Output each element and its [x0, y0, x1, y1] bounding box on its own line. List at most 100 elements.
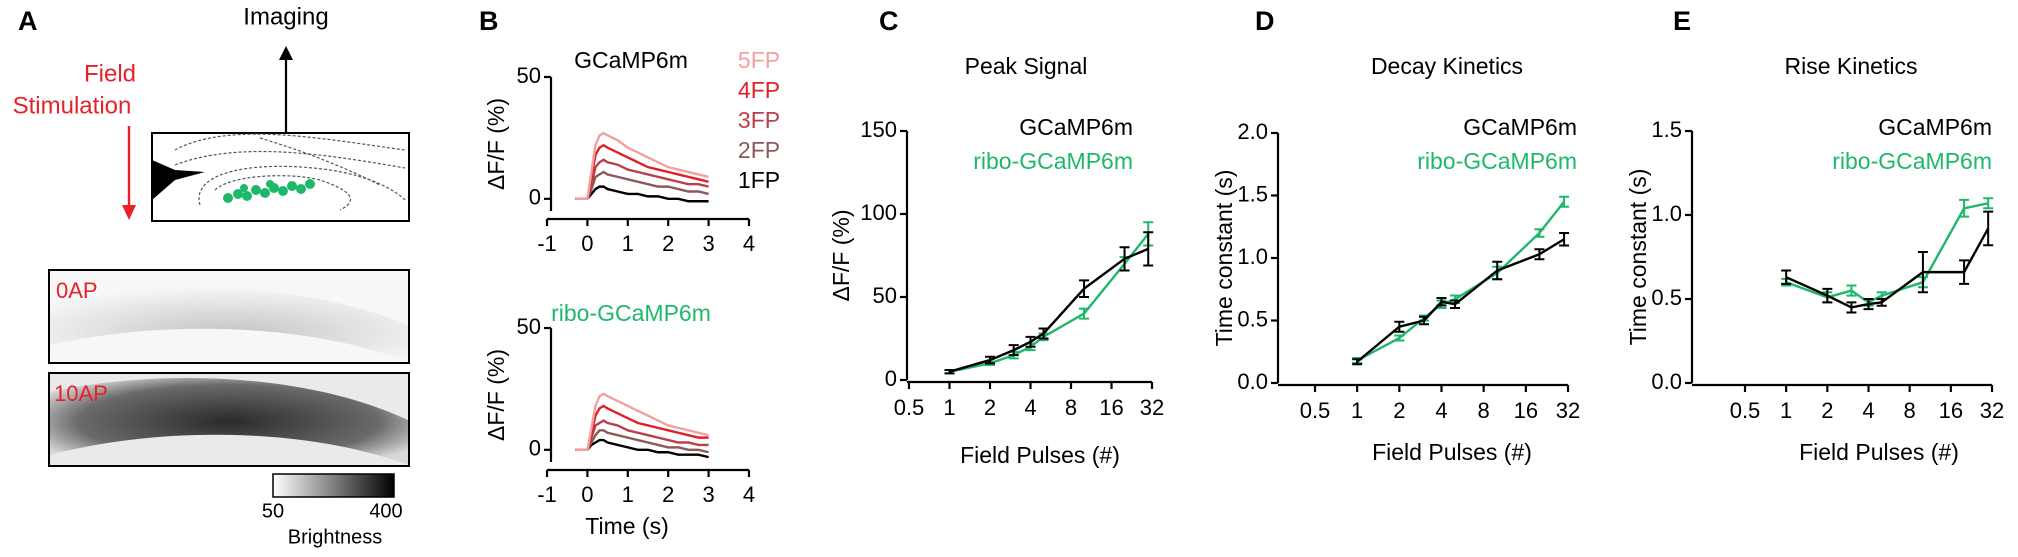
- x-tick-label: 0.5: [894, 395, 925, 420]
- y-tick-label: 0: [529, 185, 541, 210]
- x-tick-label: -1: [537, 231, 557, 256]
- legend-entry: GCaMP6m: [1019, 114, 1133, 140]
- legend-entry: GCaMP6m: [1463, 114, 1577, 140]
- panel-label: A: [18, 6, 38, 36]
- x-tick-label: 1: [1780, 398, 1792, 423]
- x-axis-label: Field Pulses (#): [1799, 439, 1959, 465]
- y-axis-label: ΔF/F (%): [483, 98, 509, 190]
- y-axis-label: ΔF/F (%): [483, 349, 509, 441]
- error-bar: [1352, 358, 1363, 366]
- y-tick-label: 1.0: [1651, 201, 1682, 226]
- error-bar: [1559, 232, 1570, 247]
- error-bar: [1119, 246, 1130, 272]
- series-line: [949, 247, 1149, 373]
- y-tick-label: 0.5: [1237, 306, 1268, 331]
- imaging-arrowhead: [279, 46, 293, 60]
- error-bar: [1394, 320, 1405, 333]
- slice-diagram: [151, 132, 410, 222]
- x-axis-label: Field Pulses (#): [1372, 439, 1532, 465]
- x-tick-label: 0.5: [1730, 398, 1761, 423]
- x-tick-label: 8: [1065, 395, 1077, 420]
- x-tick-label: 16: [1514, 398, 1538, 423]
- chart-title: Peak Signal: [965, 53, 1088, 79]
- error-bar: [1822, 287, 1833, 304]
- x-tick-label: 0.5: [1300, 398, 1331, 423]
- x-tick-label: 4: [1862, 398, 1874, 423]
- series-line: [1785, 202, 1989, 304]
- y-tick-label: 50: [517, 314, 541, 339]
- error-bar: [1559, 195, 1570, 208]
- error-bar: [1394, 334, 1405, 342]
- error-bar: [1038, 327, 1049, 340]
- error-bar: [1983, 210, 1994, 247]
- x-tick-label: 8: [1904, 398, 1916, 423]
- error-bar: [1419, 315, 1429, 326]
- legend-entry: 5FP: [738, 47, 780, 73]
- error-bar: [1079, 279, 1090, 298]
- series-line: [1356, 238, 1565, 363]
- y-tick-label: 50: [873, 283, 897, 308]
- stim-label: Stimulation: [13, 92, 132, 119]
- y-tick-label: 1.5: [1237, 181, 1268, 206]
- panel-label: C: [879, 6, 899, 36]
- error-bar: [1917, 250, 1928, 294]
- x-tick-label: 2: [662, 482, 674, 507]
- series-line: [575, 131, 709, 201]
- x-tick-label: 1: [1351, 398, 1363, 423]
- x-tick-label: 8: [1478, 398, 1490, 423]
- legend-entry: ribo-GCaMP6m: [1832, 148, 1992, 174]
- series-line: [575, 185, 709, 203]
- error-bar: [1143, 231, 1154, 267]
- x-tick-label: 0: [581, 482, 593, 507]
- error-bar: [1534, 228, 1545, 238]
- legend-entry: 2FP: [738, 137, 780, 163]
- x-tick-label: 1: [622, 231, 634, 256]
- x-tick-label: 2: [1821, 398, 1833, 423]
- series-line: [575, 392, 709, 452]
- y-tick-label: 0.0: [1237, 369, 1268, 394]
- panel-label: D: [1255, 6, 1275, 36]
- y-tick-label: 100: [860, 200, 897, 225]
- error-bar: [1959, 259, 1970, 285]
- error-bar: [1846, 284, 1857, 297]
- y-tick-label: 150: [860, 117, 897, 142]
- stim-arrowhead: [122, 205, 136, 220]
- x-tick-label: 3: [702, 482, 714, 507]
- x-tick-label: -1: [537, 482, 557, 507]
- error-bar: [985, 355, 995, 365]
- x-axis-label: Field Pulses (#): [960, 442, 1120, 468]
- x-tick-label: 4: [1024, 395, 1036, 420]
- error-bar: [1025, 335, 1036, 348]
- x-tick-label: 32: [1556, 398, 1580, 423]
- x-tick-label: 0: [581, 231, 593, 256]
- error-bar: [1781, 269, 1792, 285]
- legend-entry: ribo-GCaMP6m: [973, 148, 1133, 174]
- error-bar: [1863, 298, 1874, 311]
- image-0ap: [48, 269, 410, 364]
- x-tick-label: 4: [743, 231, 755, 256]
- colorbar-label: Brightness: [288, 526, 383, 548]
- error-bar: [1450, 299, 1461, 309]
- x-tick-label: 3: [702, 231, 714, 256]
- colorbar-max: 400: [369, 500, 402, 522]
- x-tick-label: 2: [662, 231, 674, 256]
- error-bar: [1079, 307, 1090, 320]
- series-line: [1785, 227, 1990, 309]
- error-bar: [944, 369, 955, 375]
- image-label: 10AP: [54, 381, 108, 406]
- x-tick-label: 16: [1099, 395, 1123, 420]
- legend-entry: 4FP: [738, 77, 780, 103]
- series-line: [949, 233, 1150, 373]
- error-bar: [1534, 248, 1545, 261]
- y-tick-label: 0: [885, 366, 897, 391]
- y-tick-label: 0: [529, 436, 541, 461]
- chart-title: GCaMP6m: [574, 47, 688, 73]
- y-tick-label: 0.5: [1651, 285, 1682, 310]
- error-bar: [1876, 298, 1887, 307]
- panel-label: B: [479, 6, 499, 36]
- x-tick-label: 1: [622, 482, 634, 507]
- y-tick-label: 1.5: [1651, 117, 1682, 142]
- y-tick-label: 2.0: [1237, 119, 1268, 144]
- chart-title: ribo-GCaMP6m: [551, 300, 711, 326]
